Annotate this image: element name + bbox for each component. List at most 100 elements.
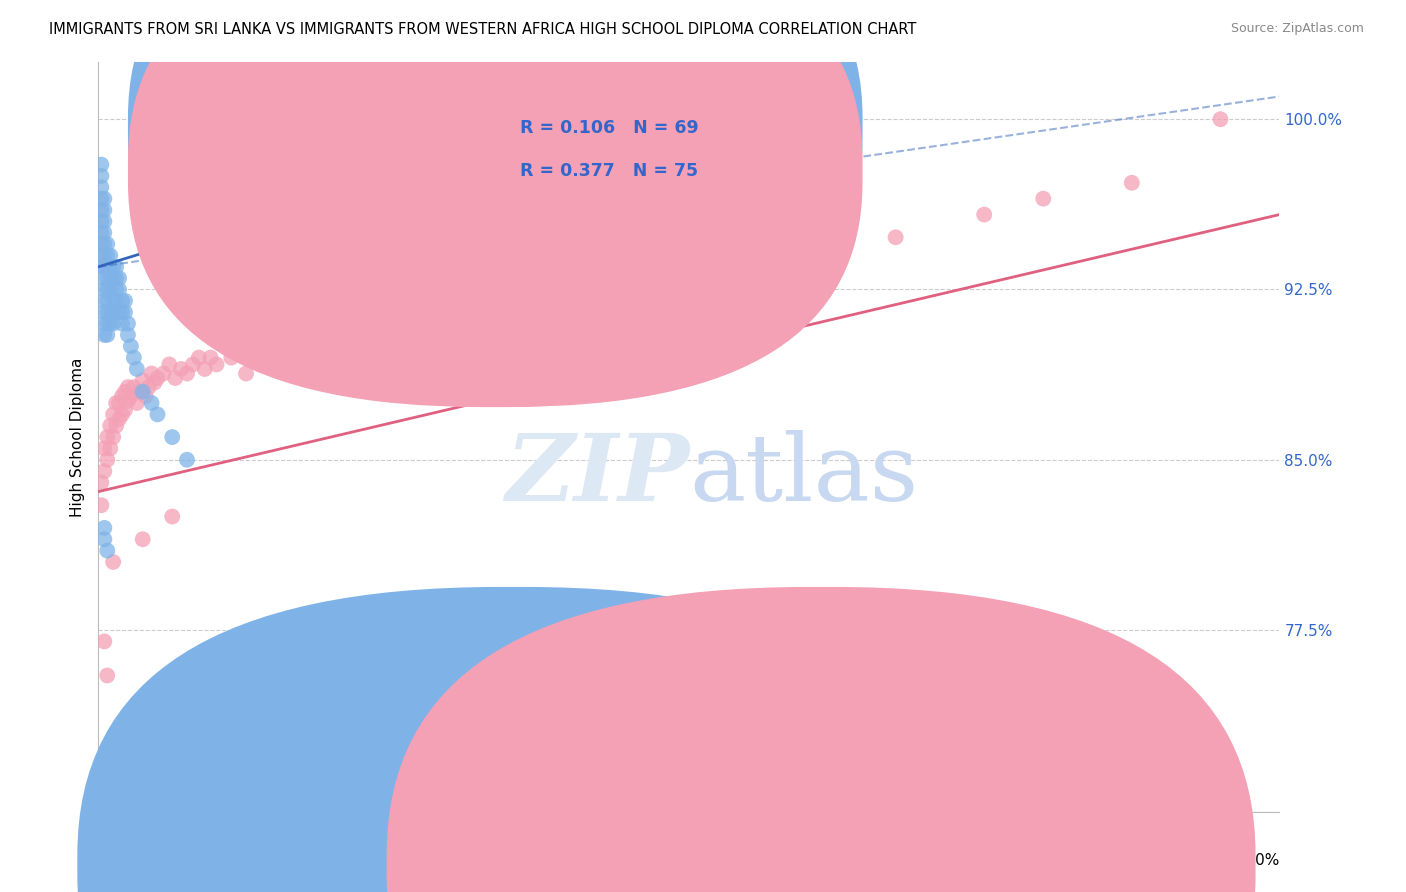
Point <box>90 475 112 490</box>
Point <box>93 293 115 308</box>
Text: Source: ZipAtlas.com: Source: ZipAtlas.com <box>1230 22 1364 36</box>
Point <box>98 442 121 456</box>
Point <box>250 358 273 372</box>
Point <box>128 384 150 399</box>
Point <box>93 192 115 206</box>
Point <box>96 543 118 558</box>
Point <box>90 202 112 217</box>
Point <box>103 305 125 319</box>
Point <box>120 339 142 353</box>
Point <box>93 202 115 217</box>
Point <box>96 271 118 285</box>
Point <box>146 408 169 422</box>
Point <box>194 362 217 376</box>
Text: 0.0%: 0.0% <box>98 853 138 868</box>
Point <box>973 208 995 222</box>
Point <box>560 298 582 312</box>
Point <box>108 396 131 410</box>
Point <box>141 396 163 410</box>
Point <box>105 283 128 297</box>
Point <box>103 260 125 274</box>
Point <box>737 267 759 281</box>
Text: Immigrants from Western Africa: Immigrants from Western Africa <box>844 858 1088 872</box>
Point <box>221 214 243 228</box>
Point <box>120 389 142 403</box>
Point <box>90 158 112 172</box>
Point <box>117 317 139 331</box>
Point <box>90 248 112 262</box>
Point <box>93 283 115 297</box>
Point <box>648 283 671 297</box>
Point <box>90 180 112 194</box>
Point <box>205 358 228 372</box>
Point <box>125 396 148 410</box>
Point <box>1032 192 1054 206</box>
Point <box>103 430 125 444</box>
FancyBboxPatch shape <box>128 0 862 365</box>
Point <box>825 248 848 262</box>
Point <box>90 192 112 206</box>
Point <box>114 293 136 308</box>
Point <box>165 371 187 385</box>
Point <box>280 367 302 381</box>
Point <box>98 418 121 433</box>
Point <box>108 305 131 319</box>
Point <box>122 380 145 394</box>
Point <box>181 358 204 372</box>
Point <box>152 367 174 381</box>
Point <box>187 351 209 365</box>
Point <box>170 362 193 376</box>
Point <box>93 271 115 285</box>
Point <box>90 260 112 274</box>
Point <box>105 260 128 274</box>
Point <box>98 305 121 319</box>
Text: R = 0.106   N = 69: R = 0.106 N = 69 <box>520 119 699 136</box>
Point <box>117 327 139 342</box>
Point <box>157 358 180 372</box>
Point <box>93 237 115 252</box>
Point <box>619 289 641 303</box>
Point <box>108 271 131 285</box>
Point <box>98 283 121 297</box>
Point <box>1209 112 1232 127</box>
Point <box>93 634 115 648</box>
Point <box>98 260 121 274</box>
Point <box>111 317 134 331</box>
Text: IMMIGRANTS FROM SRI LANKA VS IMMIGRANTS FROM WESTERN AFRICA HIGH SCHOOL DIPLOMA : IMMIGRANTS FROM SRI LANKA VS IMMIGRANTS … <box>49 22 917 37</box>
Text: atlas: atlas <box>689 430 918 519</box>
Point <box>96 283 118 297</box>
Point <box>707 271 730 285</box>
Point <box>90 237 112 252</box>
Point <box>98 248 121 262</box>
Point <box>111 408 134 422</box>
Point <box>105 396 128 410</box>
Point <box>90 214 112 228</box>
Point <box>412 327 434 342</box>
Point <box>93 305 115 319</box>
Point <box>93 442 115 456</box>
Point <box>96 327 118 342</box>
Point <box>103 293 125 308</box>
Point <box>176 452 198 467</box>
Point <box>162 509 183 524</box>
Point <box>105 418 128 433</box>
Point <box>176 367 198 381</box>
Point <box>441 321 464 335</box>
Point <box>93 260 115 274</box>
Point <box>117 393 139 408</box>
Point <box>135 389 157 403</box>
Point <box>309 351 332 365</box>
Point <box>471 317 494 331</box>
Point <box>162 430 183 444</box>
Point <box>264 351 287 365</box>
Point <box>93 317 115 331</box>
Text: 40.0%: 40.0% <box>1232 853 1279 868</box>
Point <box>93 533 115 547</box>
Text: R = 0.377   N = 75: R = 0.377 N = 75 <box>520 162 699 180</box>
Point <box>103 317 125 331</box>
Point <box>200 351 222 365</box>
Point <box>235 367 257 381</box>
Point <box>132 533 155 547</box>
Point <box>114 402 136 417</box>
Point <box>96 260 118 274</box>
